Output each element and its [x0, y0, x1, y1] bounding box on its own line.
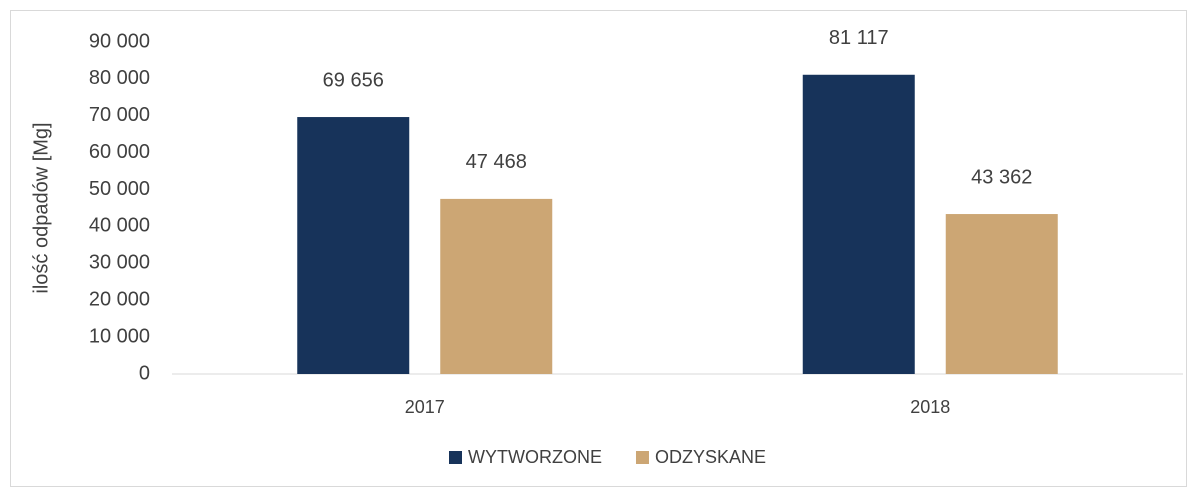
y-tick-label: 30 000: [89, 252, 150, 274]
legend-swatch: [635, 451, 649, 464]
y-axis-label: ilość odpadów [Mg]: [30, 122, 52, 293]
y-tick-label: 10 000: [89, 325, 150, 347]
value-label: 81 117: [829, 27, 889, 49]
y-tick-label: 50 000: [89, 178, 150, 200]
legend-label: WYTWORZONE: [468, 447, 602, 467]
y-tick-label: 90 000: [89, 30, 150, 52]
bar: [297, 117, 410, 374]
y-tick-label: 60 000: [89, 141, 150, 163]
x-tick-label: 2017: [405, 397, 445, 417]
y-tick-label: 70 000: [89, 104, 150, 126]
y-tick-label: 20 000: [89, 289, 150, 311]
value-label: 43 362: [971, 166, 1032, 188]
y-tick-label: 0: [139, 362, 150, 384]
y-tick-label: 40 000: [89, 215, 150, 237]
y-tick-label: 80 000: [89, 67, 150, 89]
x-tick-label: 2018: [910, 397, 950, 417]
legend-label: ODZYSKANE: [655, 447, 766, 467]
bar: [440, 198, 553, 374]
value-label: 69 656: [323, 69, 384, 91]
legend-swatch: [449, 451, 462, 464]
bar: [802, 74, 915, 374]
value-label: 47 468: [466, 151, 527, 173]
bar: [945, 214, 1058, 374]
